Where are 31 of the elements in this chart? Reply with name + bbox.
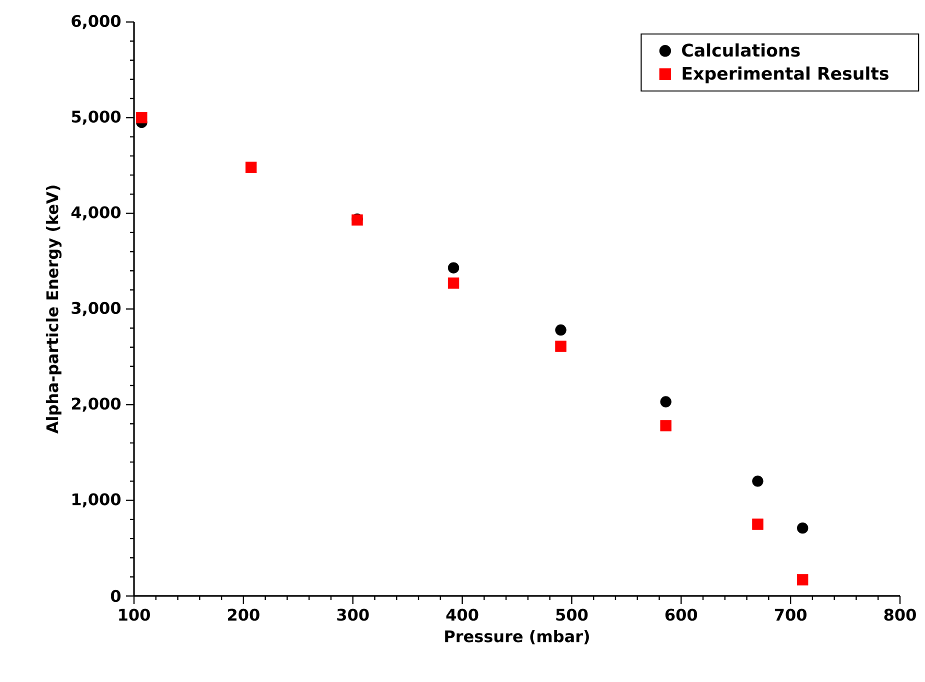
y-axis-title: Alpha-particle Energy (keV) bbox=[46, 186, 62, 434]
point bbox=[660, 420, 672, 432]
y-tick-label: 1,000 bbox=[72, 493, 121, 508]
point bbox=[752, 518, 764, 530]
y-tick-label: 5,000 bbox=[72, 110, 121, 125]
y-tick-label: 3,000 bbox=[72, 302, 121, 316]
x-tick-label: 800 bbox=[884, 608, 916, 621]
point bbox=[245, 162, 257, 174]
y-tick-label: 2,000 bbox=[72, 398, 121, 412]
x-tick-label: 200 bbox=[228, 608, 260, 621]
point bbox=[448, 262, 460, 274]
point bbox=[660, 396, 672, 408]
point bbox=[136, 112, 148, 124]
point bbox=[555, 340, 566, 352]
point bbox=[797, 574, 808, 586]
point bbox=[797, 522, 808, 534]
x-tick-label: 100 bbox=[119, 608, 150, 621]
y-tick-label: 6,000 bbox=[72, 14, 121, 30]
point bbox=[752, 476, 764, 487]
x-tick-label: 600 bbox=[665, 608, 698, 621]
point bbox=[448, 278, 460, 289]
x-tick-label: 500 bbox=[556, 608, 588, 621]
point bbox=[555, 324, 566, 336]
x-tick-label: 700 bbox=[774, 608, 807, 621]
y-tick-label: 4,000 bbox=[71, 206, 121, 220]
x-axis-title: Pressure (mbar) bbox=[445, 630, 589, 644]
x-tick-label: 400 bbox=[446, 608, 478, 621]
legend-label: Calculations bbox=[682, 43, 800, 57]
y-tick-label: 0 bbox=[110, 590, 121, 602]
legend-label: Experimental Results bbox=[682, 66, 888, 84]
x-tick-label: 300 bbox=[337, 608, 369, 621]
